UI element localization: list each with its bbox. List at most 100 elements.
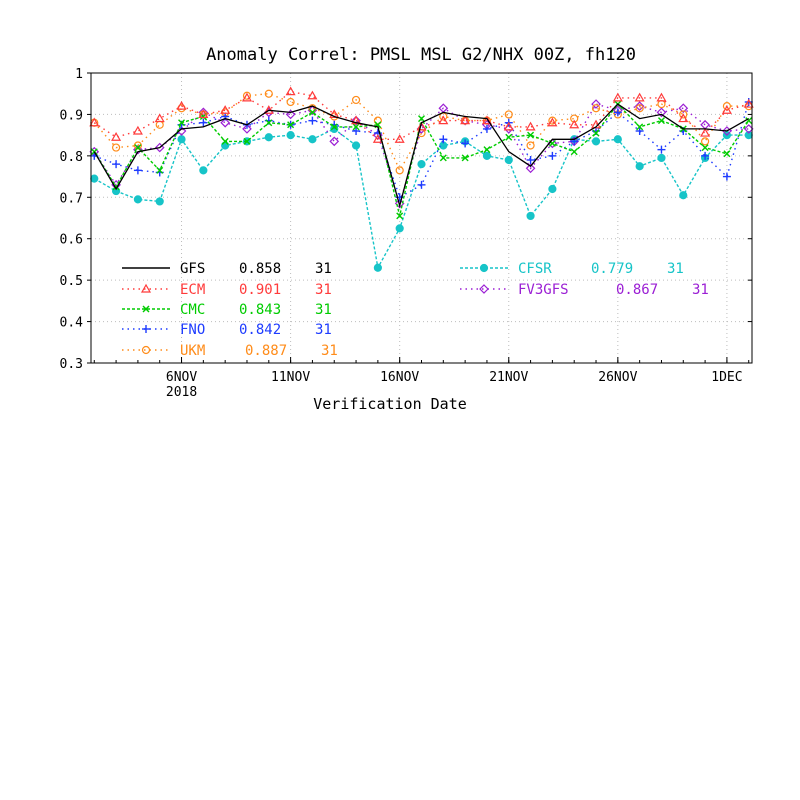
legend-marker-ukm bbox=[141, 345, 151, 355]
point-cmc bbox=[723, 150, 731, 158]
point-cmc bbox=[308, 108, 316, 116]
point-ecm bbox=[176, 100, 187, 110]
point-cmc bbox=[570, 148, 578, 156]
point-cfsr bbox=[199, 166, 208, 175]
point-cmc bbox=[90, 148, 98, 156]
point-fno bbox=[657, 145, 666, 154]
point-cfsr bbox=[308, 135, 317, 144]
y-tick-label: 0.3 bbox=[60, 357, 83, 372]
point-ecm bbox=[438, 115, 449, 125]
point-ukm bbox=[526, 141, 535, 150]
point-ukm bbox=[548, 116, 557, 125]
point-cfsr bbox=[133, 195, 143, 204]
legend: GFS 0.858 31 ECM 0.901 31 CMC 0.843 31 FNO 0.842 31… bbox=[122, 261, 709, 359]
point-cmc bbox=[592, 129, 600, 137]
x-mark-stroke bbox=[308, 108, 316, 116]
x-mark-stroke bbox=[265, 119, 273, 127]
x-mark-stroke bbox=[701, 144, 709, 152]
x-tick-sublabel: 2018 bbox=[166, 385, 197, 400]
legend-name-ecm: ECM bbox=[180, 282, 205, 298]
series-group bbox=[89, 86, 754, 272]
legend-name-fno: FNO bbox=[180, 322, 205, 338]
series-line-ukm bbox=[93, 92, 749, 172]
point-ecm bbox=[525, 121, 536, 131]
point-cmc bbox=[352, 123, 360, 131]
point-fv3gfs bbox=[634, 101, 645, 111]
x-tick-label: 16NOV bbox=[380, 370, 419, 385]
x-mark-stroke bbox=[396, 212, 404, 220]
x-mark-stroke bbox=[570, 148, 578, 156]
legend-entry-ecm: ECM 0.901 31 bbox=[122, 282, 332, 298]
point-cmc bbox=[396, 212, 404, 220]
point-ecm bbox=[460, 115, 471, 125]
series-ecm bbox=[89, 86, 754, 143]
point-ukm bbox=[286, 97, 295, 107]
legend-entry-gfs: GFS 0.858 31 bbox=[122, 261, 332, 277]
series-line-gfs bbox=[93, 103, 750, 209]
point-ukm bbox=[570, 114, 579, 123]
point-fv3gfs bbox=[220, 117, 231, 128]
point-ecm bbox=[351, 115, 362, 125]
point-ukm bbox=[679, 110, 688, 119]
point-ukm bbox=[242, 91, 252, 100]
legend-mean-cmc: 0.843 bbox=[239, 302, 281, 318]
x-mark-stroke bbox=[352, 123, 360, 131]
legend-mean-fv3gfs: 0.867 bbox=[616, 282, 658, 298]
point-fno bbox=[308, 116, 317, 125]
point-cmc bbox=[287, 121, 295, 129]
point-ecm bbox=[329, 109, 340, 119]
x-mark-stroke bbox=[90, 148, 98, 156]
legend-name-gfs: GFS bbox=[180, 261, 205, 277]
point-ecm bbox=[263, 105, 274, 114]
point-cmc bbox=[505, 133, 513, 141]
point-ecm bbox=[220, 105, 231, 114]
legend-name-cmc: CMC bbox=[180, 302, 205, 318]
series-line-fv3gfs bbox=[93, 103, 749, 206]
point-ukm bbox=[504, 110, 513, 119]
point-cfsr bbox=[591, 137, 601, 146]
point-cfsr bbox=[526, 211, 535, 221]
x-mark-stroke bbox=[156, 166, 164, 174]
point-fv3gfs bbox=[285, 109, 296, 120]
point-ukm bbox=[591, 104, 601, 113]
point-cfsr bbox=[635, 162, 644, 171]
point-ukm bbox=[635, 104, 644, 113]
point-cfsr bbox=[395, 224, 404, 233]
legend-mean-fno: 0.842 bbox=[239, 322, 281, 338]
point-fno bbox=[439, 135, 448, 144]
x-tick-label: 6NOV bbox=[166, 370, 197, 385]
point-fno bbox=[526, 156, 535, 164]
legend-mean-cfsr: 0.779 bbox=[591, 261, 633, 277]
point-fv3gfs bbox=[525, 163, 536, 174]
y-axis: 0.3 0.4 0.5 0.6 0.7 0.8 0.9 1 bbox=[60, 67, 752, 372]
legend-marker-cmc bbox=[142, 305, 150, 313]
point-cmc bbox=[527, 131, 535, 139]
point-cmc bbox=[461, 154, 469, 162]
point-cfsr bbox=[90, 174, 99, 183]
y-tick-label: 0.9 bbox=[60, 108, 83, 123]
point-cfsr bbox=[679, 191, 688, 200]
x-mark-stroke bbox=[287, 121, 295, 129]
point-cfsr bbox=[482, 151, 492, 160]
point-ecm bbox=[285, 86, 296, 96]
point-cmc bbox=[636, 123, 644, 131]
point-cfsr bbox=[286, 131, 295, 140]
legend-count-ukm: 31 bbox=[321, 343, 338, 359]
point-cmc bbox=[418, 115, 425, 123]
point-ukm bbox=[700, 137, 710, 146]
legend-marker-fno bbox=[142, 325, 150, 333]
x-mark-stroke bbox=[330, 123, 338, 131]
point-cmc bbox=[134, 144, 142, 152]
point-ecm bbox=[721, 105, 732, 114]
point-fno bbox=[133, 166, 142, 175]
legend-mean-ecm: 0.901 bbox=[239, 282, 281, 298]
point-ecm bbox=[678, 113, 689, 123]
point-fno bbox=[548, 151, 557, 160]
point-ecm bbox=[547, 117, 558, 127]
x-mark-stroke bbox=[745, 117, 753, 125]
legend-entry-fno: FNO 0.842 31 bbox=[122, 322, 332, 338]
legend-count-gfs: 31 bbox=[315, 261, 332, 277]
point-fno bbox=[635, 127, 644, 135]
x-tick-label: 1DEC bbox=[711, 370, 742, 385]
